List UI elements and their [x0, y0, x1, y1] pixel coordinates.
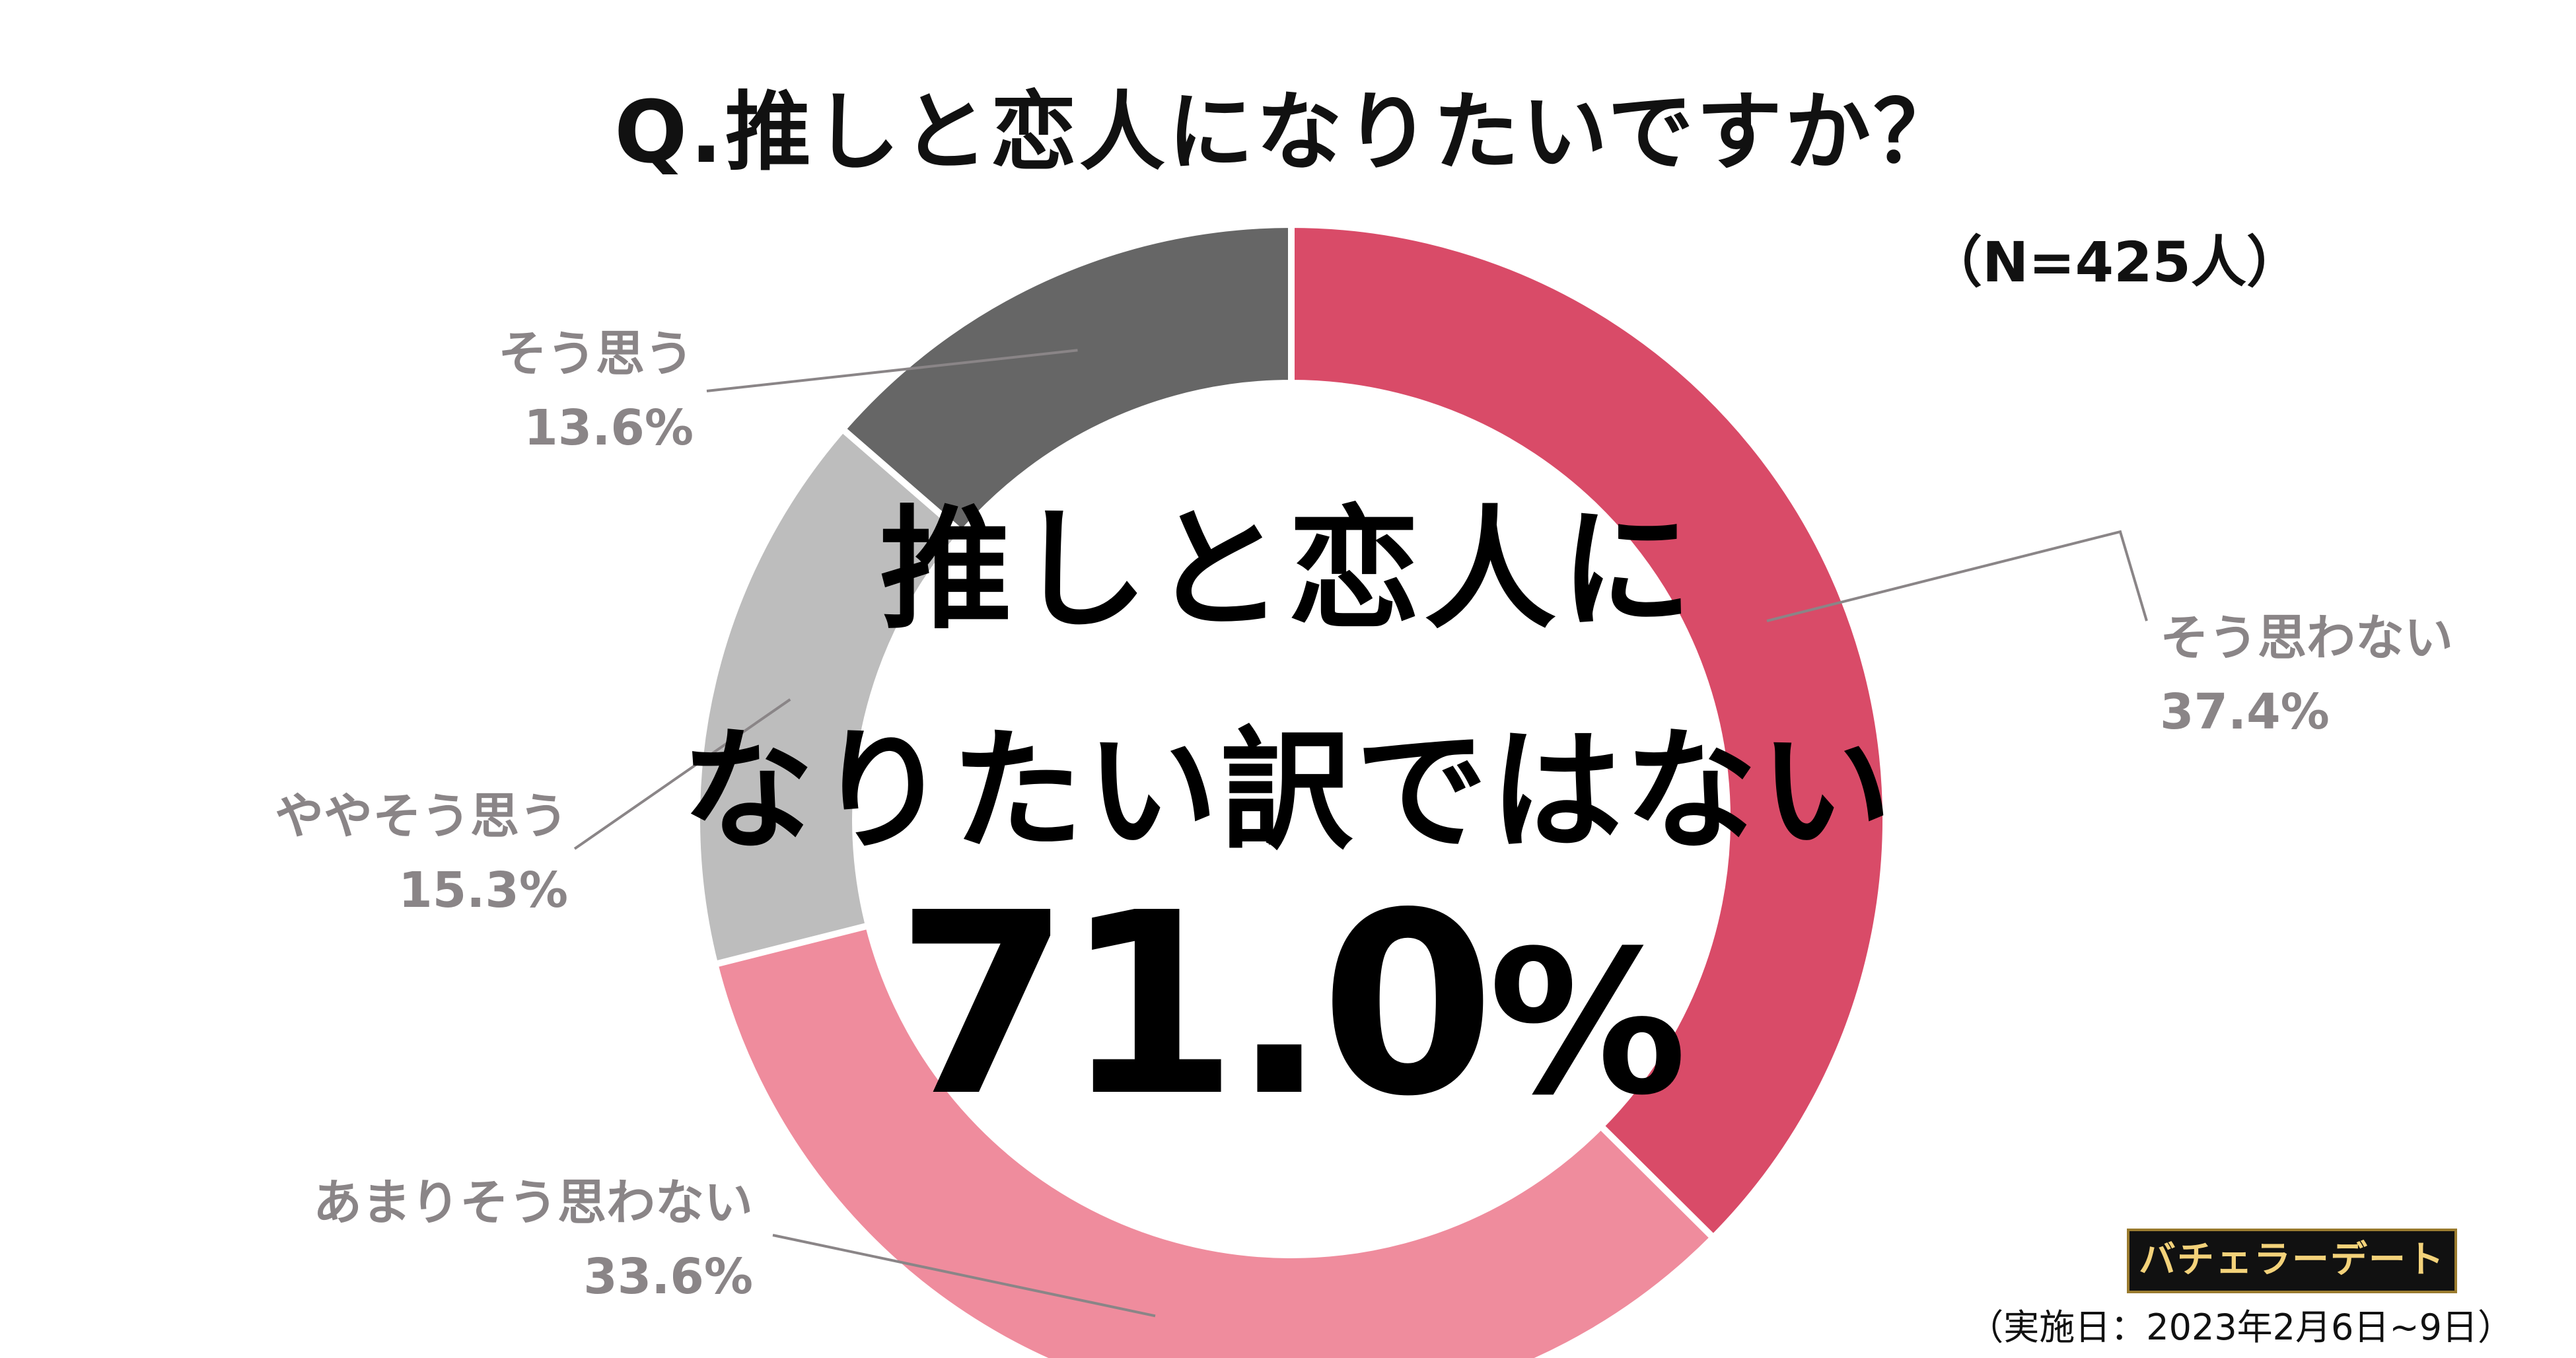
leader-lines	[573, 349, 2148, 1318]
center-percentage-unit: %	[1488, 908, 1687, 1139]
leader-line-sou-omou	[706, 349, 1078, 392]
brand-logo-text: バチェラーデート	[2139, 1238, 2445, 1281]
label-value: 33.6%	[583, 1248, 753, 1305]
label-name: あまりそう思わない	[313, 1174, 753, 1231]
leader-line-yaya-sou-omou	[573, 698, 791, 850]
label-yaya-sou-omou: ややそう思う 15.3%	[198, 779, 568, 927]
chart-title: Q.推しと恋人になりたいですか？	[614, 82, 1962, 182]
slice-yaya-sou-omou	[693, 424, 967, 969]
slice-sou-omou	[838, 221, 1295, 538]
survey-date: （実施日：2023年2月6日~9日）	[1968, 1306, 2513, 1348]
leader-line-sou-omowanai	[1766, 530, 2148, 623]
label-sou-omowanai: そう思わない 37.4%	[2160, 601, 2530, 749]
leader-line-amari-sou-omowanai	[772, 1234, 1156, 1318]
center-headline-line2: なりたい訳ではない	[681, 715, 1894, 869]
center-headline-line1: 推しと恋人に	[879, 493, 1696, 647]
slice-amari-sou-omowanai	[711, 921, 1718, 1358]
label-name: そう思う	[498, 326, 694, 382]
label-amari-sou-omowanai: あまりそう思わない 33.6%	[198, 1166, 753, 1314]
brand-logo: バチェラーデート	[2127, 1229, 2457, 1293]
label-name: そう思わない	[2160, 610, 2453, 666]
label-sou-omou: そう思う 13.6%	[410, 317, 694, 465]
sample-size: （N=425人）	[1926, 230, 2302, 295]
slice-sou-omowanai	[1288, 221, 1889, 1242]
label-value: 13.6%	[524, 400, 694, 456]
label-value: 37.4%	[2160, 684, 2330, 740]
label-name: ややそう思う	[275, 788, 568, 845]
center-percentage-value: 71.0	[895, 859, 1495, 1151]
center-percentage: 71.0%	[627, 859, 1949, 1151]
donut-slices	[693, 221, 1889, 1358]
label-value: 15.3%	[398, 862, 568, 919]
